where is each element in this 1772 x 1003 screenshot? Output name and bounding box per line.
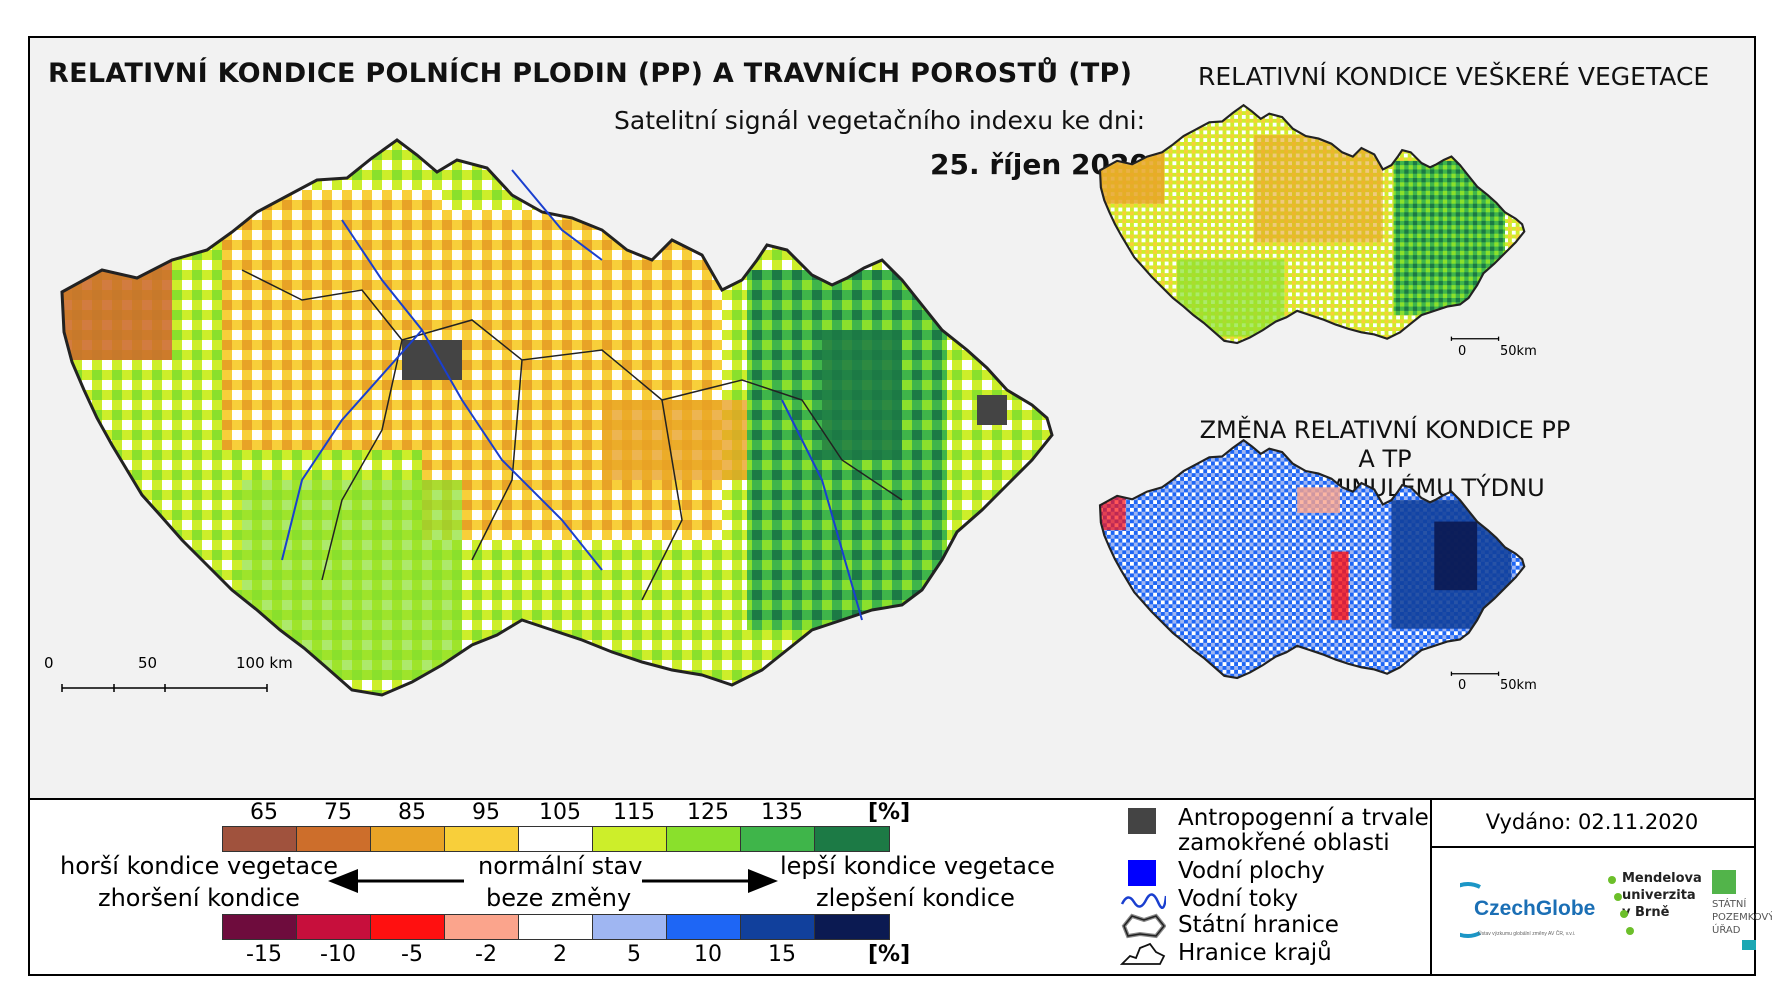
condition-unit: [%] bbox=[868, 800, 911, 825]
condition-swatch-3 bbox=[445, 827, 519, 851]
bottom-scale-label-0: 0 bbox=[1458, 678, 1467, 693]
change-swatch-3 bbox=[445, 915, 519, 939]
change-swatch-8 bbox=[815, 915, 889, 939]
better-arrow-icon bbox=[642, 869, 778, 893]
condition-tick: 95 bbox=[472, 800, 500, 825]
condition-swatch-8 bbox=[815, 827, 889, 851]
main-scale-label-0: 0 bbox=[44, 654, 54, 672]
key-region-border-label: Hranice krajů bbox=[1178, 940, 1332, 966]
condition-swatch-1 bbox=[297, 827, 371, 851]
change-tick: -10 bbox=[320, 942, 356, 967]
mendel-logo-line3: v Brně bbox=[1622, 905, 1670, 920]
change-swatch-4 bbox=[519, 915, 593, 939]
spu-accent-icon bbox=[1742, 940, 1756, 950]
change-tick: -2 bbox=[475, 942, 497, 967]
worse-label-1: horší kondice vegetace bbox=[60, 852, 339, 880]
condition-swatch-5 bbox=[593, 827, 667, 851]
normal-label-1: normální stav bbox=[478, 852, 643, 880]
key-anthropogenic: Antropogenní a trvale zamokřené oblasti bbox=[1120, 806, 1429, 856]
key-anthropogenic-line2: zamokřené oblasti bbox=[1178, 830, 1390, 856]
change-tick: -15 bbox=[246, 942, 282, 967]
better-label-1: lepší kondice vegetace bbox=[780, 852, 1055, 880]
key-rivers-label: Vodní toky bbox=[1178, 886, 1299, 912]
condition-swatch-2 bbox=[371, 827, 445, 851]
czechglobe-logo-subtext: Ústav výzkumu globální změny AV ČR, v.v.… bbox=[1478, 930, 1575, 937]
change-swatch-2 bbox=[371, 915, 445, 939]
condition-tick: 125 bbox=[687, 800, 729, 825]
worse-label-2: zhoršení kondice bbox=[98, 884, 300, 912]
czechglobe-logo: CzechGlobe Ústav výzkumu globální změny … bbox=[1460, 882, 1595, 938]
state-border-icon bbox=[1120, 912, 1167, 940]
change-swatch-1 bbox=[297, 915, 371, 939]
change-swatch-0 bbox=[223, 915, 297, 939]
weekly-change-title-line1: ZMĚNA RELATIVNÍ KONDICE PP A TP bbox=[1199, 416, 1571, 473]
condition-color-ramp bbox=[222, 826, 890, 852]
vegetation-condition-map bbox=[1098, 104, 1526, 345]
main-title: RELATIVNÍ KONDICE POLNÍCH PLODIN (PP) A … bbox=[48, 58, 1133, 89]
region-border-icon bbox=[1119, 940, 1166, 968]
change-tick: 2 bbox=[553, 942, 567, 967]
change-tick: 15 bbox=[768, 942, 796, 967]
change-swatch-6 bbox=[667, 915, 741, 939]
main-scale-label-100: 100 km bbox=[236, 654, 293, 672]
top-scale-label-0: 0 bbox=[1458, 344, 1467, 359]
better-label-2: zlepšení kondice bbox=[816, 884, 1015, 912]
key-water-label: Vodní plochy bbox=[1178, 858, 1325, 884]
main-condition-map bbox=[60, 138, 1054, 697]
mendel-dots-icon bbox=[1608, 876, 1634, 935]
main-scale-label-50: 50 bbox=[138, 654, 158, 672]
issued-date: Vydáno: 02.11.2020 bbox=[1485, 810, 1699, 834]
condition-tick: 65 bbox=[250, 800, 278, 825]
worse-arrow-icon bbox=[328, 869, 464, 893]
subtitle: Satelitní signál vegetačního indexu ke d… bbox=[614, 106, 1146, 135]
river-line-icon bbox=[1120, 886, 1168, 914]
change-tick: 5 bbox=[627, 942, 641, 967]
key-rivers: Vodní toky bbox=[1120, 886, 1298, 914]
condition-tick: 135 bbox=[761, 800, 803, 825]
spu-logo-line3: ÚŘAD bbox=[1712, 925, 1741, 936]
condition-swatch-0 bbox=[223, 827, 297, 851]
water-swatch bbox=[1120, 858, 1166, 886]
vegetation-condition-title: RELATIVNÍ KONDICE VEŠKERÉ VEGETACE bbox=[1198, 62, 1710, 91]
normal-label-2: beze změny bbox=[486, 884, 632, 912]
change-swatch-7 bbox=[741, 915, 815, 939]
anthropogenic-swatch bbox=[1120, 806, 1166, 834]
condition-swatch-7 bbox=[741, 827, 815, 851]
change-unit: [%] bbox=[868, 942, 911, 967]
condition-swatch-4 bbox=[519, 827, 593, 851]
condition-tick: 105 bbox=[539, 800, 581, 825]
legend-panel: 65 75 85 95 105 115 125 135 [%] horší ko… bbox=[30, 798, 1772, 974]
legend-divider bbox=[1430, 800, 1432, 974]
bottom-scale-label-50: 50km bbox=[1500, 678, 1537, 693]
change-color-ramp bbox=[222, 914, 890, 940]
condition-tick: 75 bbox=[324, 800, 352, 825]
mendel-logo: Mendelova univerzita v Brně bbox=[1622, 870, 1702, 921]
legend-divider bbox=[1430, 846, 1756, 848]
spu-logo: STÁTNÍ POZEMKOVÝ ÚŘAD bbox=[1712, 898, 1772, 937]
change-tick: -5 bbox=[401, 942, 423, 967]
condition-tick: 115 bbox=[613, 800, 655, 825]
spu-logo-line1: STÁTNÍ bbox=[1712, 899, 1747, 910]
weekly-change-map bbox=[1098, 439, 1526, 680]
change-swatch-5 bbox=[593, 915, 667, 939]
condition-tick: 85 bbox=[398, 800, 426, 825]
mendel-logo-line1: Mendelova bbox=[1622, 871, 1702, 886]
mendel-logo-line2: univerzita bbox=[1622, 888, 1696, 903]
key-region-border: Hranice krajů bbox=[1119, 940, 1332, 968]
map-frame: RELATIVNÍ KONDICE POLNÍCH PLODIN (PP) A … bbox=[28, 36, 1772, 976]
key-anthropogenic-line1: Antropogenní a trvale bbox=[1178, 805, 1429, 831]
condition-swatch-6 bbox=[667, 827, 741, 851]
spu-logo-mark-icon bbox=[1712, 870, 1736, 894]
change-tick: 10 bbox=[694, 942, 722, 967]
spu-logo-line2: POZEMKOVÝ bbox=[1712, 912, 1772, 923]
top-scale-label-50: 50km bbox=[1500, 344, 1537, 359]
key-state-border-label: Státní hranice bbox=[1178, 912, 1339, 938]
czechglobe-logo-text: CzechGlobe bbox=[1474, 897, 1595, 920]
key-state-border: Státní hranice bbox=[1120, 912, 1339, 940]
key-water-bodies: Vodní plochy bbox=[1120, 858, 1325, 886]
